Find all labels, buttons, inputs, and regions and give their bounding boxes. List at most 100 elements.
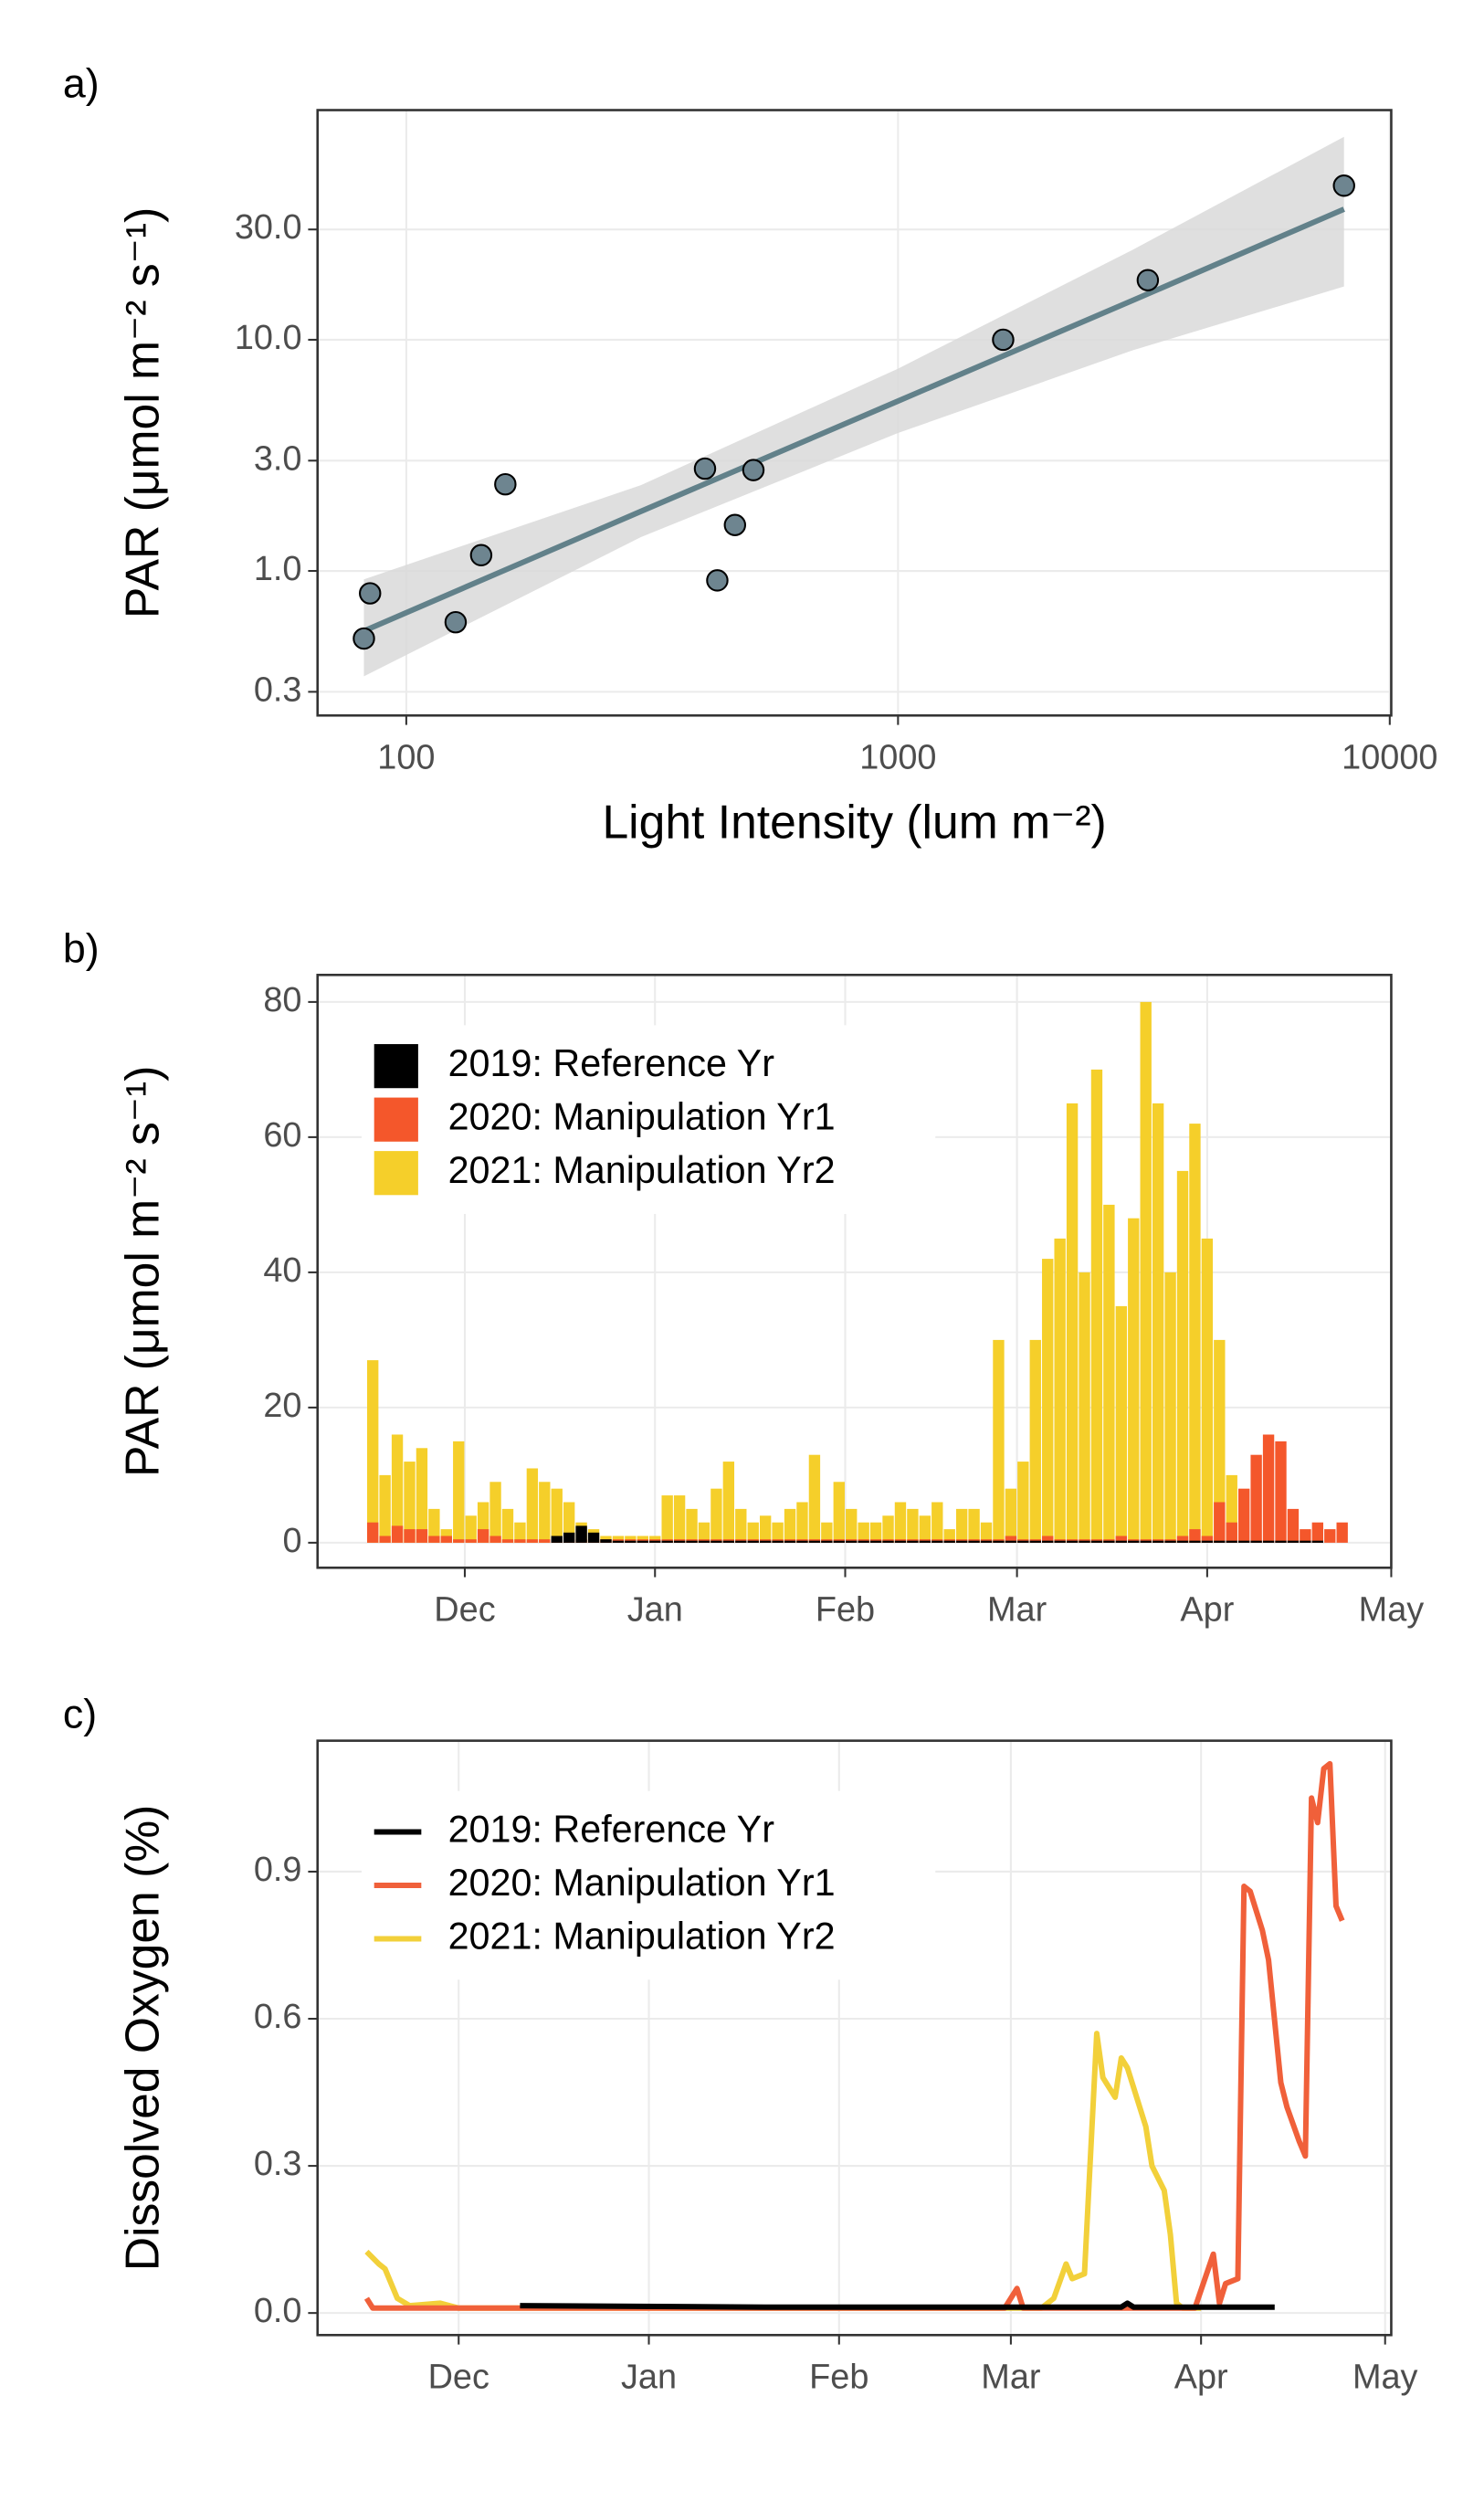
bar bbox=[539, 1482, 551, 1543]
bar bbox=[489, 1482, 501, 1543]
bar bbox=[1250, 1454, 1262, 1543]
y-tick-label: 10.0 bbox=[235, 319, 302, 357]
bar bbox=[968, 1508, 980, 1543]
bar bbox=[747, 1522, 759, 1543]
bar bbox=[846, 1508, 858, 1543]
bar bbox=[539, 1539, 551, 1543]
bar bbox=[980, 1540, 993, 1543]
legend-swatch bbox=[374, 1151, 418, 1196]
bar bbox=[907, 1540, 919, 1543]
bar bbox=[1176, 1536, 1189, 1543]
y-tick-label: 0 bbox=[282, 1522, 301, 1560]
bar bbox=[440, 1536, 452, 1543]
bar bbox=[931, 1502, 943, 1543]
bar bbox=[1054, 1238, 1066, 1543]
bar bbox=[1300, 1540, 1311, 1543]
bar bbox=[1090, 1069, 1103, 1543]
x-tick-label: Mar bbox=[987, 1590, 1047, 1629]
bar bbox=[759, 1515, 772, 1543]
bar bbox=[919, 1515, 931, 1543]
bar bbox=[1005, 1540, 1017, 1543]
bar bbox=[882, 1540, 894, 1543]
bar bbox=[1164, 1540, 1176, 1543]
legend-box bbox=[361, 1790, 936, 1980]
bar bbox=[784, 1508, 796, 1543]
bar bbox=[501, 1508, 514, 1543]
bar bbox=[759, 1540, 772, 1543]
bar bbox=[919, 1540, 931, 1543]
bar bbox=[1115, 1540, 1128, 1543]
y-axis-title: PAR (μmol m⁻² s⁻¹) bbox=[116, 207, 169, 618]
bar bbox=[722, 1462, 735, 1543]
bar bbox=[943, 1540, 955, 1543]
legend-label: 2019: Reference Yr bbox=[448, 1808, 775, 1850]
bar bbox=[869, 1540, 882, 1543]
bar bbox=[1115, 1305, 1128, 1543]
bar bbox=[1140, 1540, 1152, 1543]
bar bbox=[833, 1540, 845, 1543]
legend-box bbox=[361, 1025, 936, 1214]
bar bbox=[1079, 1540, 1090, 1543]
bar bbox=[661, 1540, 673, 1543]
bar bbox=[379, 1536, 391, 1543]
bar bbox=[1103, 1540, 1115, 1543]
bar bbox=[821, 1522, 833, 1543]
y-tick-label: 30.0 bbox=[235, 208, 302, 247]
point bbox=[359, 582, 382, 605]
bar bbox=[404, 1529, 416, 1543]
y-tick-label: 20 bbox=[263, 1387, 301, 1425]
bar bbox=[1066, 1103, 1079, 1543]
bar bbox=[833, 1482, 845, 1543]
plot-border bbox=[316, 109, 1393, 717]
y-tick-label: 60 bbox=[263, 1116, 301, 1155]
y-axis-title: PAR (μmol m⁻² s⁻¹) bbox=[116, 1066, 169, 1477]
bar bbox=[1029, 1339, 1041, 1543]
fit-line bbox=[363, 206, 1345, 634]
panel-label: b) bbox=[63, 925, 100, 971]
x-tick-label: Dec bbox=[428, 2359, 489, 2397]
bar bbox=[894, 1540, 907, 1543]
bar bbox=[1300, 1529, 1311, 1543]
bar bbox=[698, 1522, 710, 1543]
bar bbox=[808, 1540, 821, 1543]
bar bbox=[1176, 1540, 1189, 1543]
bar bbox=[943, 1529, 955, 1543]
x-tick-label: Mar bbox=[981, 2359, 1040, 2397]
bar bbox=[1201, 1536, 1214, 1543]
point bbox=[693, 457, 717, 480]
bar bbox=[796, 1540, 808, 1543]
plot-border bbox=[316, 974, 1393, 1569]
bar bbox=[1115, 1536, 1128, 1543]
point bbox=[494, 472, 517, 496]
bar bbox=[747, 1540, 759, 1543]
bar bbox=[1262, 1434, 1275, 1543]
bar bbox=[1017, 1462, 1029, 1543]
bar bbox=[1336, 1522, 1348, 1543]
bar bbox=[1079, 1272, 1090, 1543]
bar bbox=[391, 1434, 404, 1543]
line bbox=[364, 2031, 1202, 2311]
bar bbox=[993, 1540, 1005, 1543]
legend-swatch bbox=[374, 1044, 418, 1089]
bar bbox=[391, 1525, 404, 1543]
bar bbox=[1017, 1540, 1029, 1543]
bar bbox=[1275, 1441, 1287, 1543]
bar bbox=[673, 1540, 686, 1543]
bar bbox=[1201, 1238, 1214, 1543]
bar bbox=[453, 1441, 465, 1543]
bar bbox=[526, 1539, 539, 1543]
bar bbox=[1103, 1204, 1115, 1543]
x-axis-title: Light Intensity (lum m⁻²) bbox=[602, 795, 1106, 848]
bar bbox=[1226, 1522, 1237, 1543]
bar bbox=[612, 1540, 625, 1543]
bar bbox=[686, 1508, 698, 1543]
bar bbox=[1287, 1540, 1300, 1543]
bar bbox=[1214, 1540, 1226, 1543]
y-tick-label: 0.9 bbox=[254, 1851, 302, 1889]
bar bbox=[1029, 1540, 1041, 1543]
point bbox=[742, 459, 765, 481]
bar bbox=[858, 1522, 869, 1543]
bar bbox=[1054, 1540, 1066, 1543]
bar bbox=[882, 1515, 894, 1543]
